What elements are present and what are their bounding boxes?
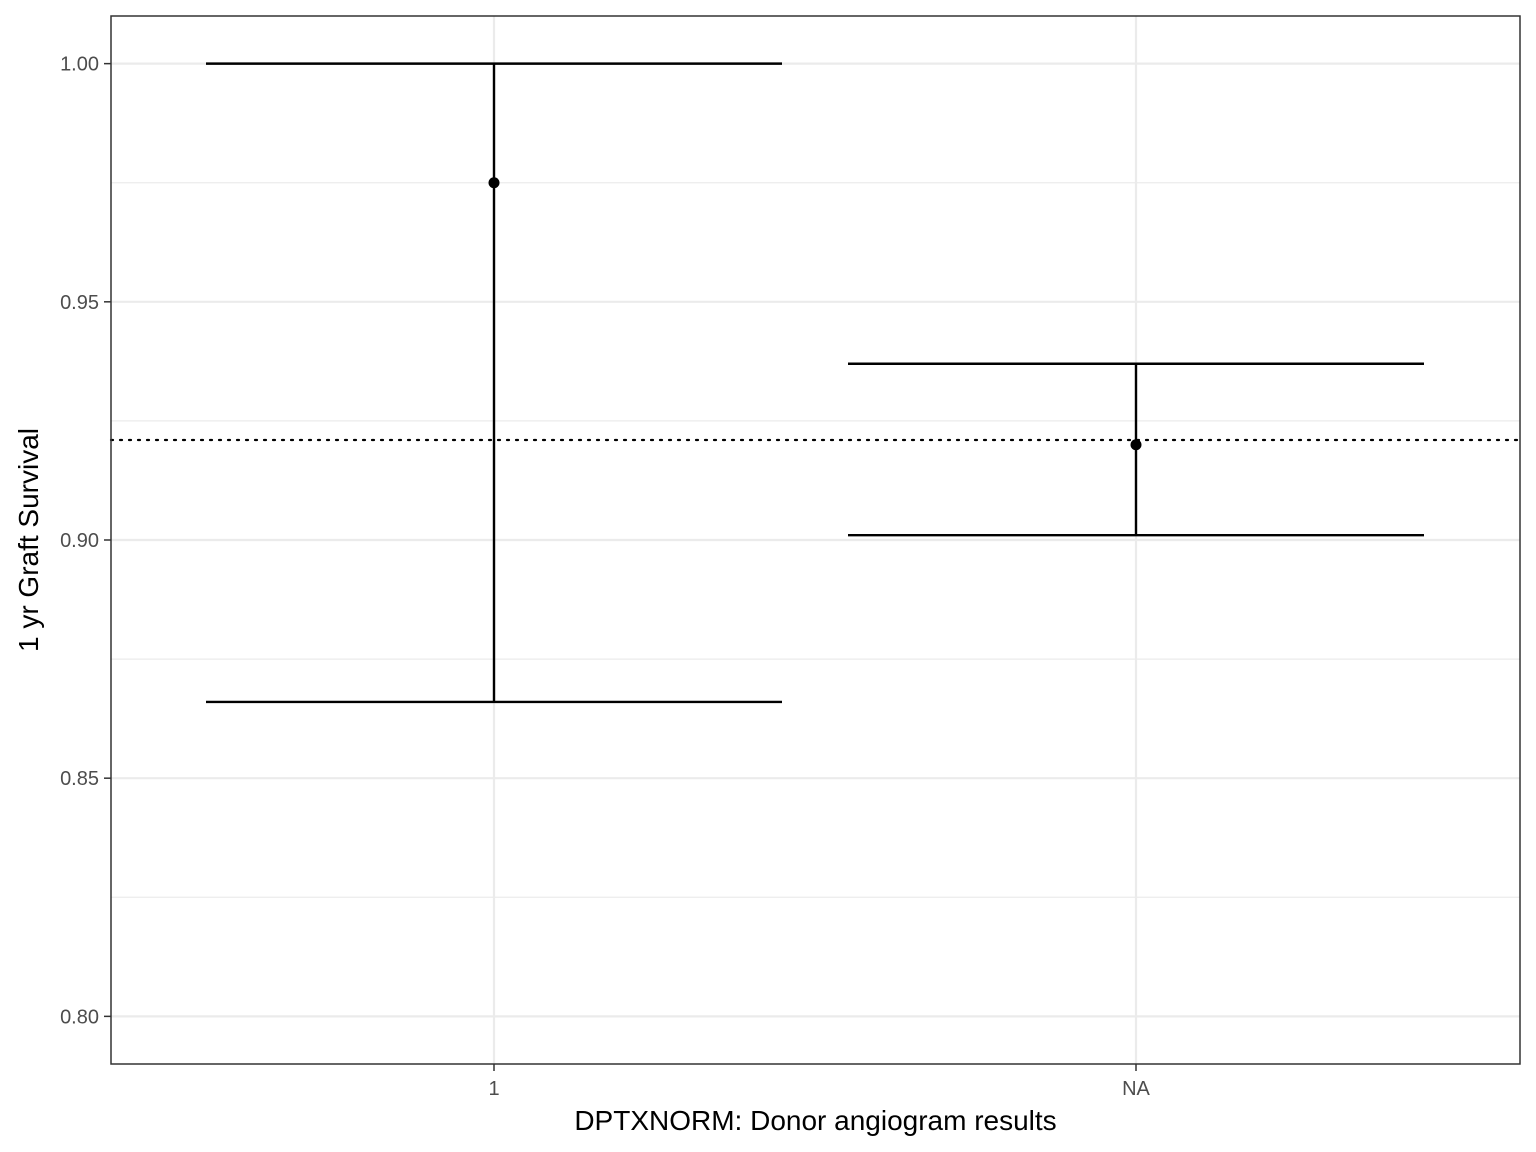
major-gridlines: [111, 16, 1520, 1064]
y-tick-label: 0.85: [60, 768, 99, 790]
y-tick-label: 0.90: [60, 530, 99, 552]
point-estimate: [1130, 439, 1142, 451]
y-tick-label: 1.00: [60, 54, 99, 76]
y-tick-label: 0.95: [60, 292, 99, 314]
point-estimate: [488, 177, 500, 189]
x-tick-label: 1: [488, 1078, 499, 1100]
y-axis-ticks: 0.80 0.85 0.90 0.95 1.00: [60, 54, 111, 1028]
error-bars: [206, 62, 1424, 704]
x-axis-ticks: 1 NA: [488, 1064, 1151, 1100]
minor-gridlines: [111, 182, 1520, 898]
x-tick-label: NA: [1122, 1078, 1150, 1100]
y-tick-label: 0.80: [60, 1006, 99, 1028]
x-axis-title: DPTXNORM: Donor angiogram results: [574, 1105, 1056, 1136]
point-estimates: [488, 177, 1142, 451]
y-axis-title: 1 yr Graft Survival: [13, 428, 44, 652]
